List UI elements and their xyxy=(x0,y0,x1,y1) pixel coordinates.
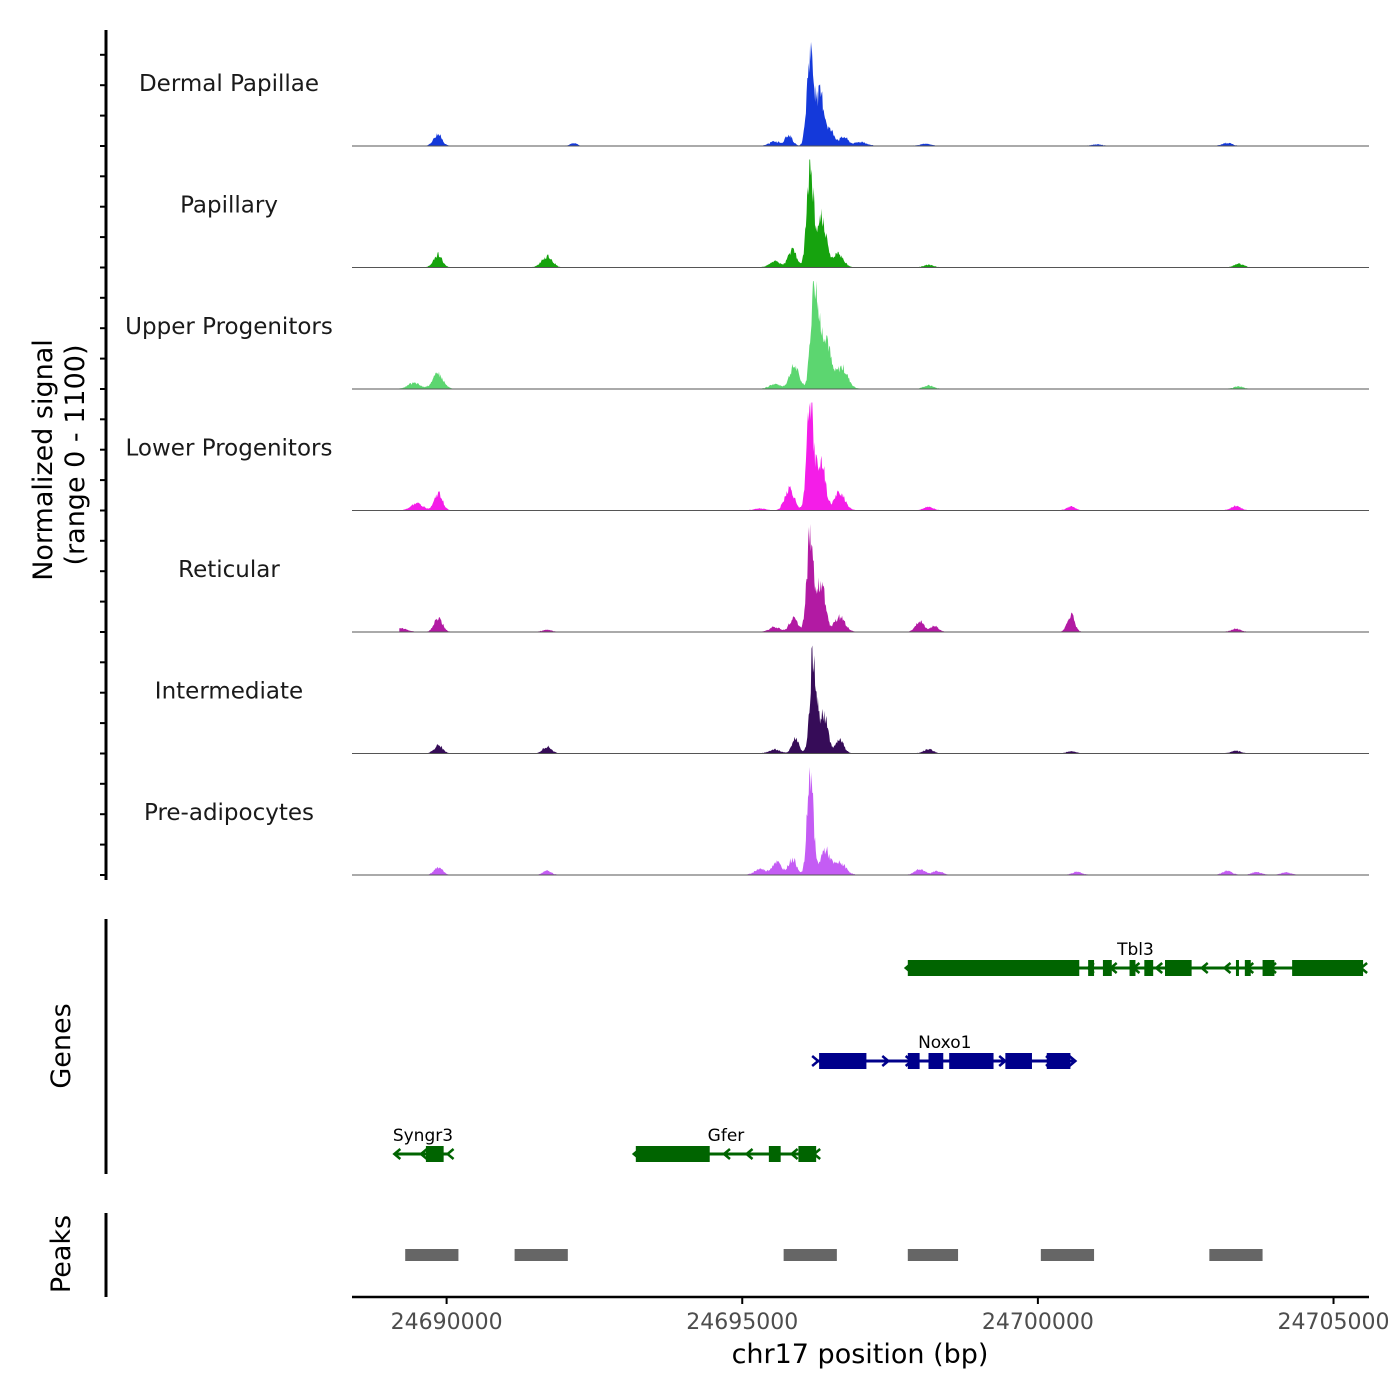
track-label: Pre-adipocytes xyxy=(144,800,314,826)
gene-exon xyxy=(1165,960,1192,976)
peak-region xyxy=(907,1249,959,1261)
coverage-area xyxy=(399,645,1352,754)
gene-exon xyxy=(1005,1053,1032,1069)
strand-arrow xyxy=(1199,962,1209,974)
track-label: Upper Progenitors xyxy=(125,314,333,340)
gene-name-label: Noxo1 xyxy=(918,1033,971,1053)
x-tick-label: 24705000 xyxy=(1278,1310,1390,1335)
x-tick-label: 24690000 xyxy=(391,1310,503,1335)
track-label: Intermediate xyxy=(155,679,303,705)
gene-exon xyxy=(768,1146,781,1162)
strand-arrow xyxy=(419,1148,428,1160)
gene-exon xyxy=(1102,960,1112,976)
gene-exon xyxy=(1046,1053,1071,1069)
coverage-area xyxy=(399,767,1352,875)
coverage-panel: Dermal Papillae Papillary Upper Progenitor… xyxy=(100,30,1369,880)
coverage-track: Reticular xyxy=(178,524,1369,633)
track-label: Lower Progenitors xyxy=(126,436,333,462)
strand-arrow xyxy=(998,1055,1008,1067)
coverage-track: Papillary xyxy=(180,159,1369,268)
coverage-area xyxy=(399,159,1352,268)
gene-exon xyxy=(949,1053,994,1069)
gene-exon xyxy=(907,960,1080,976)
gene-exon xyxy=(1088,960,1095,976)
y-axis-title-line2: (range 0 - 1100) xyxy=(60,345,91,566)
gene-model: Noxo1 xyxy=(811,1033,1078,1069)
x-axis-title: chr17 position (bp) xyxy=(732,1339,989,1370)
strand-arrow xyxy=(744,1148,754,1160)
gene-model: Syngr3 xyxy=(392,1126,455,1162)
gene-name-label: Tbl3 xyxy=(1116,940,1154,960)
track-label: Reticular xyxy=(178,557,280,583)
coverage-track: Dermal Papillae xyxy=(139,41,1369,147)
gene-exon xyxy=(1235,960,1239,976)
gene-exon xyxy=(1129,960,1136,976)
coverage-area xyxy=(399,281,1352,389)
gene-exon xyxy=(635,1146,710,1162)
strand-arrow xyxy=(1154,962,1164,974)
peaks-panel xyxy=(104,1213,1263,1297)
gene-exon xyxy=(425,1146,444,1162)
peaks-axis-title: Peaks xyxy=(46,1215,77,1293)
y-axis-title-line1: Normalized signal xyxy=(28,339,59,581)
strand-arrow xyxy=(392,1148,402,1160)
coverage-track: Upper Progenitors xyxy=(125,281,1369,390)
gene-exon xyxy=(1144,960,1154,976)
gene-exon xyxy=(798,1146,817,1162)
gene-name-label: Gfer xyxy=(708,1126,745,1146)
peak-region xyxy=(405,1249,459,1261)
strand-arrow xyxy=(881,1055,891,1067)
strand-arrow xyxy=(445,1148,455,1160)
strand-arrow xyxy=(722,1148,731,1160)
peak-region xyxy=(514,1249,568,1261)
gene-exon xyxy=(819,1053,867,1069)
peak-region xyxy=(1209,1249,1263,1261)
genes-panel: Tbl3 Noxo1 Syngr3 Gfer xyxy=(104,919,1368,1174)
coverage-track: Lower Progenitors xyxy=(126,402,1369,511)
coverage-track: Intermediate xyxy=(155,645,1369,754)
gene-model: Tbl3 xyxy=(903,940,1368,976)
x-tick-label: 24695000 xyxy=(686,1310,798,1335)
coverage-area xyxy=(399,524,1352,632)
gene-exon xyxy=(928,1053,944,1069)
strand-arrow xyxy=(1068,1055,1078,1067)
gene-exon xyxy=(1262,960,1275,976)
gene-exon xyxy=(907,1053,920,1069)
gene-exon xyxy=(1244,960,1251,976)
strand-arrow xyxy=(1222,962,1232,974)
gene-model: Gfer xyxy=(631,1126,821,1162)
x-axis: 24690000 24695000 24700000 24705000 xyxy=(352,1295,1390,1335)
coverage-track: Pre-adipocytes xyxy=(144,767,1369,876)
strand-arrow xyxy=(789,1148,799,1160)
track-label: Dermal Papillae xyxy=(139,71,319,97)
coverage-area xyxy=(399,402,1352,511)
peak-region xyxy=(783,1249,837,1261)
peak-region xyxy=(1040,1249,1095,1261)
genes-axis-title: Genes xyxy=(46,1003,77,1088)
coverage-area xyxy=(399,41,1352,147)
gene-name-label: Syngr3 xyxy=(393,1126,453,1146)
x-tick-label: 24700000 xyxy=(982,1310,1094,1335)
gene-exon xyxy=(1292,960,1364,976)
track-label: Papillary xyxy=(180,193,278,219)
strand-arrow xyxy=(811,1055,821,1067)
